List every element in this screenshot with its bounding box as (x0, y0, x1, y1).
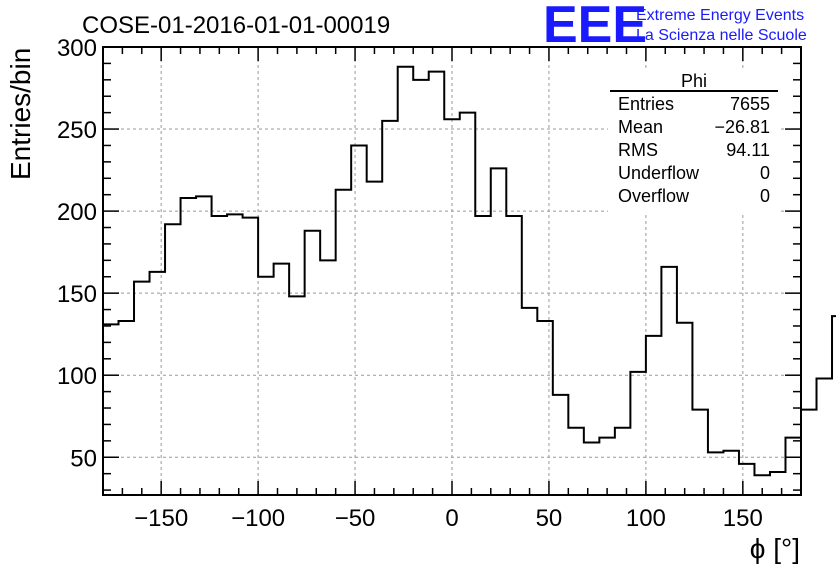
chart-title: COSE-01-2016-01-01-00019 (82, 12, 390, 39)
stats-box-title: Phi (681, 71, 707, 91)
stats-value: 94.11 (726, 140, 770, 160)
x-axis-title: ϕ [°] (750, 533, 800, 564)
histogram-line (103, 65, 836, 477)
stats-value: 7655 (730, 94, 770, 114)
eee-logo: EEE Extreme Energy Events La Scienza nel… (543, 0, 807, 54)
x-tick-label: −150 (134, 505, 188, 532)
stats-rows: Entries 7655 Mean −26.81 RMS 94.11 Underflow 0 O… (618, 94, 770, 206)
x-tick-label: 150 (723, 505, 763, 532)
y-tick-label: 300 (57, 35, 97, 62)
y-axis-title: Entries/bin (5, 48, 36, 180)
stats-value: 0 (760, 163, 770, 183)
stats-box-background (608, 70, 780, 212)
stats-label: Mean (618, 117, 663, 137)
y-tick-label: 50 (70, 445, 97, 472)
x-tick-labels: −150 −100 −50 0 50 100 150 (134, 505, 763, 532)
stats-value: 0 (760, 186, 770, 206)
logo-mark: EEE (543, 0, 647, 54)
y-tick-label: 100 (57, 363, 97, 390)
stats-box: Phi Entries 7655 Mean −26.81 RMS 94.11 Underfl… (608, 70, 780, 212)
stats-label: Overflow (618, 186, 690, 206)
y-tick-label: 200 (57, 199, 97, 226)
stats-label: Entries (618, 94, 674, 114)
y-tick-label: 250 (57, 117, 97, 144)
stats-value: −26.81 (714, 117, 770, 137)
x-tick-label: −50 (335, 505, 376, 532)
stats-label: RMS (618, 140, 658, 160)
x-tick-label: 50 (536, 505, 563, 532)
logo-line-1: Extreme Energy Events (636, 7, 804, 24)
y-tick-labels: 50 100 150 200 250 300 (57, 35, 97, 472)
stats-label: Underflow (618, 163, 700, 183)
x-tick-label: 0 (445, 505, 458, 532)
x-tick-label: −100 (231, 505, 285, 532)
y-tick-label: 150 (57, 281, 97, 308)
axis-ticks (102, 46, 802, 495)
logo-line-2: La Scienza nelle Scuole (636, 27, 807, 44)
x-tick-label: 100 (626, 505, 666, 532)
